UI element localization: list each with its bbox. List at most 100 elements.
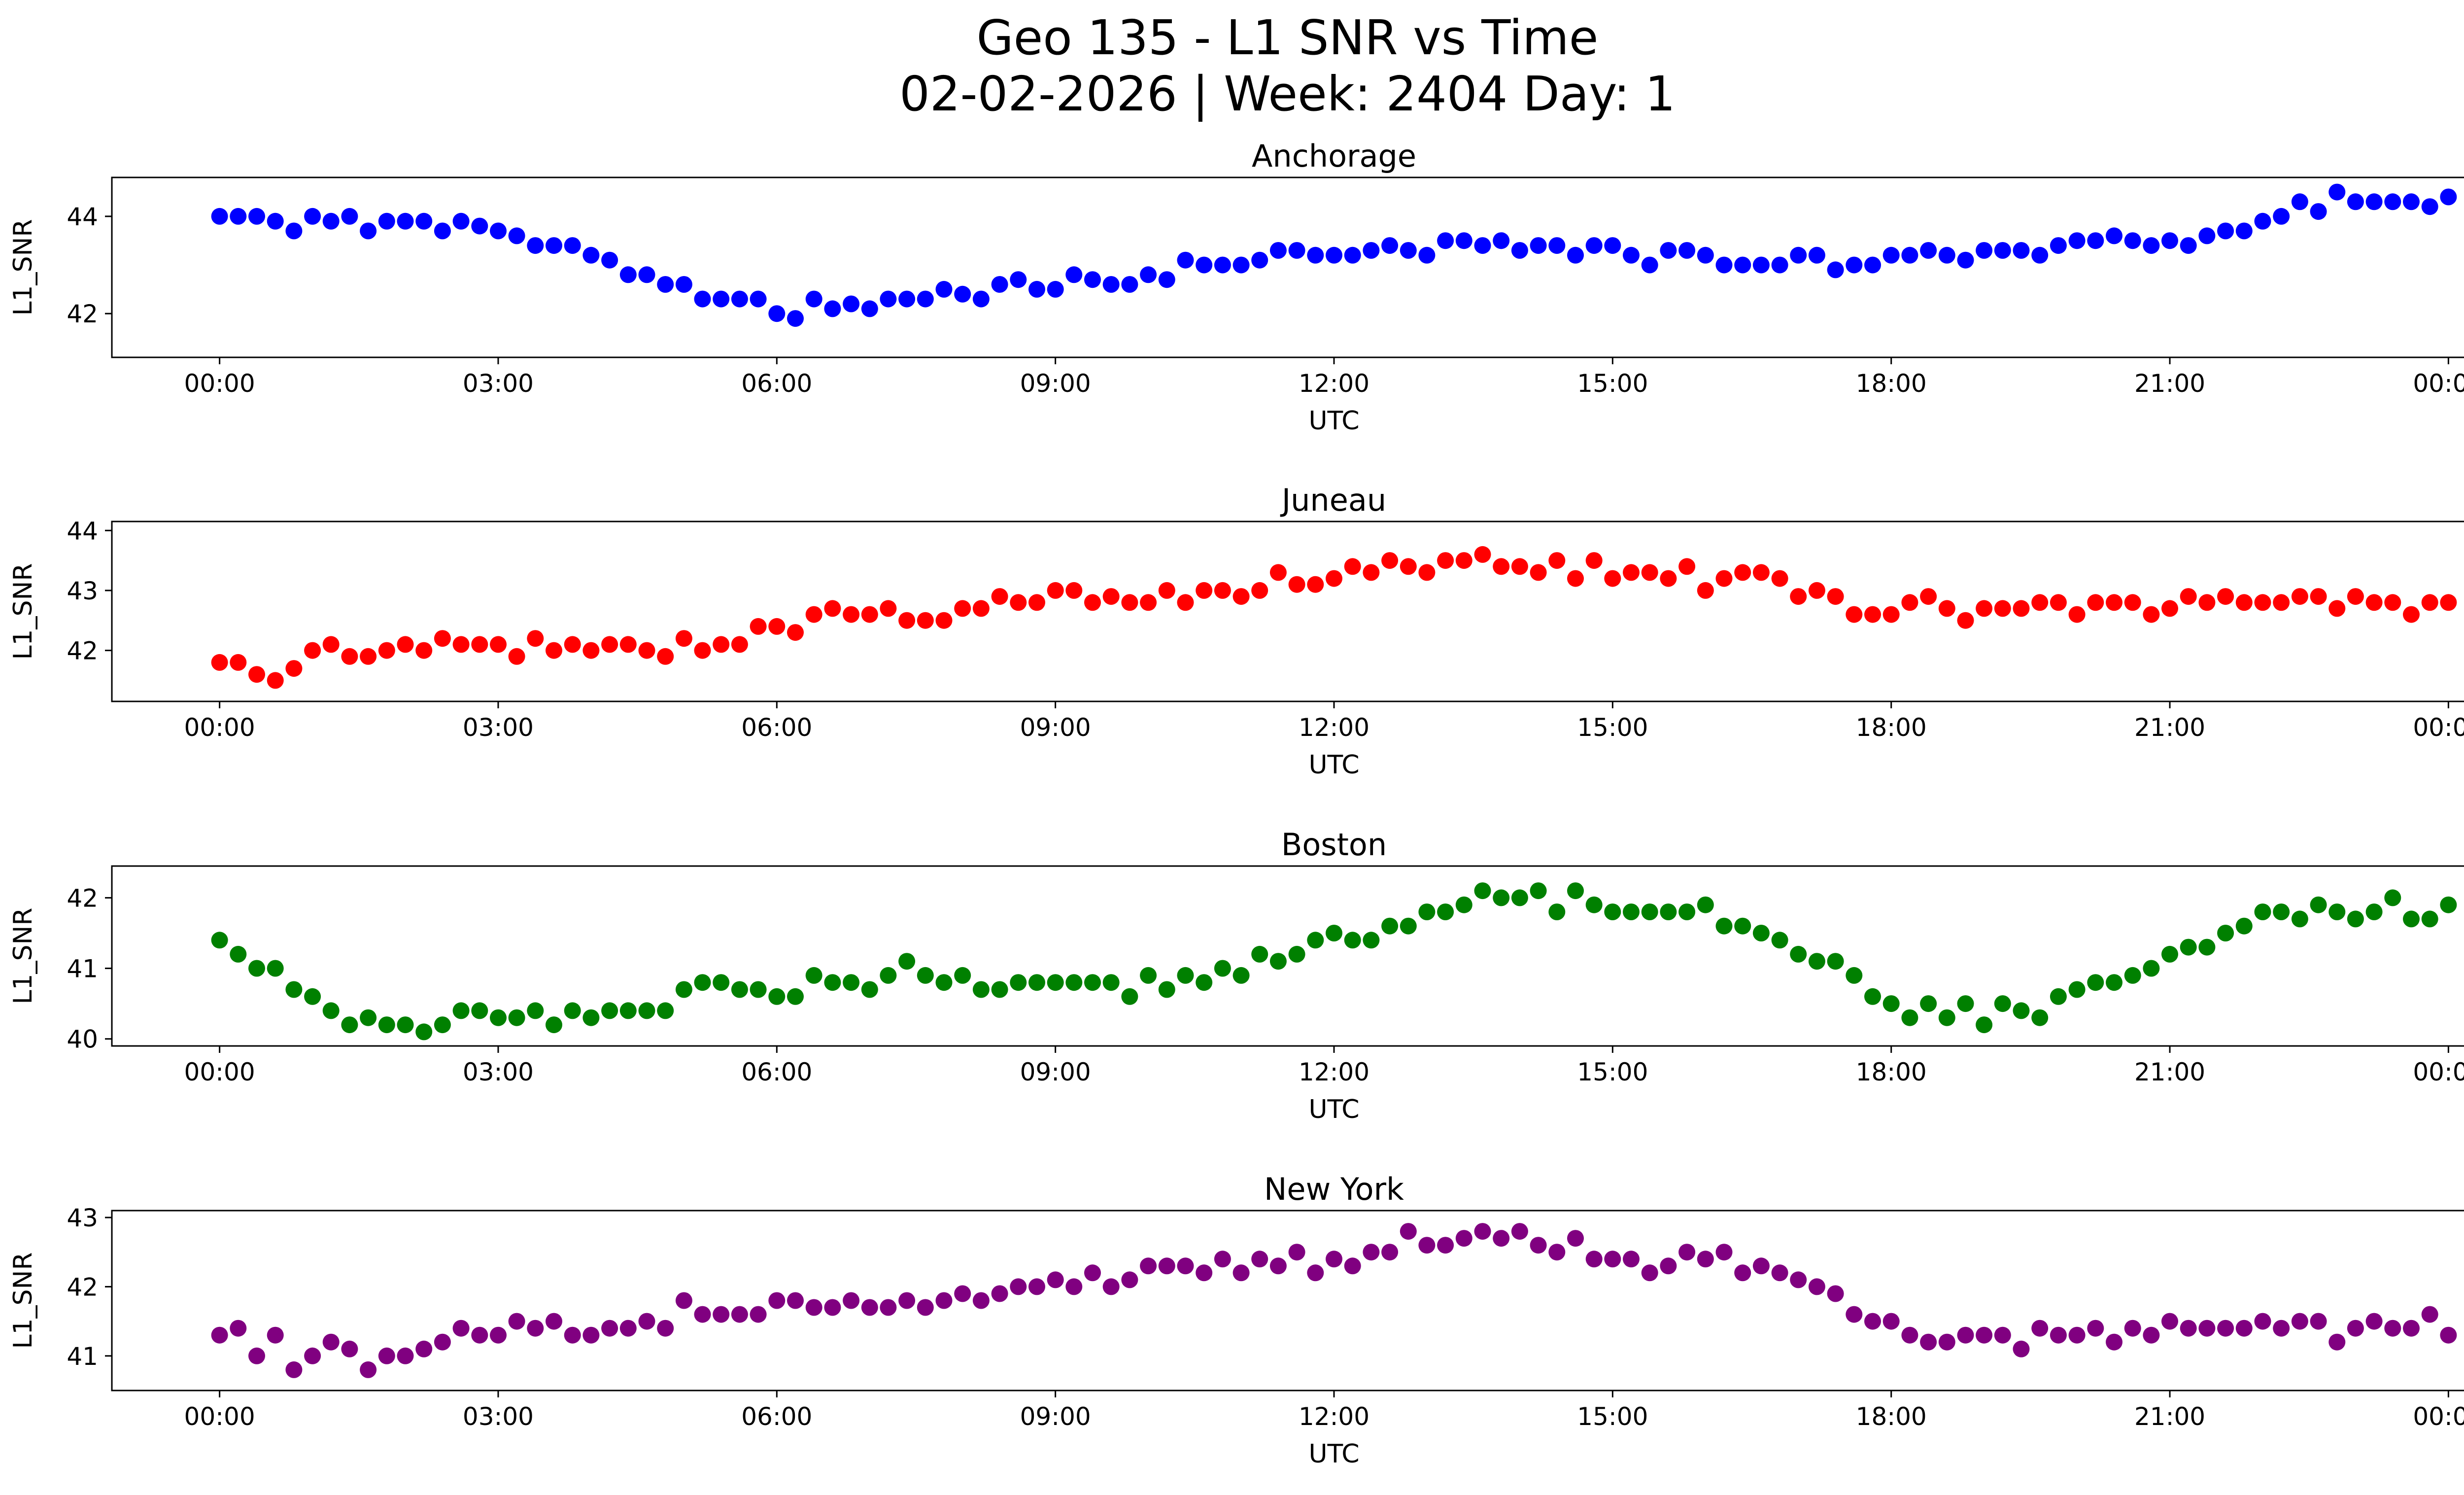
data-point (341, 1340, 358, 1357)
data-point (304, 208, 321, 225)
data-point (1604, 1251, 1621, 1268)
data-point (2124, 1320, 2141, 1337)
data-point (1734, 1264, 1751, 1282)
data-point (508, 1313, 525, 1330)
data-point (434, 1016, 451, 1034)
data-point (675, 1292, 692, 1309)
data-point (954, 1285, 971, 1302)
data-point (1474, 237, 1491, 254)
data-point (843, 295, 860, 313)
data-point (1548, 1244, 1566, 1261)
data-point (1938, 1333, 1955, 1351)
data-point (1232, 256, 1250, 274)
data-point (1251, 251, 1268, 269)
subplot-title-boston: Boston (1281, 827, 1387, 863)
data-point (1697, 246, 1714, 264)
data-point (1623, 246, 1640, 264)
data-point (1437, 904, 1454, 920)
data-point (2291, 193, 2308, 210)
data-point (471, 1002, 488, 1019)
data-point (1326, 925, 1342, 941)
x-tick-label: 00:00 (2413, 1058, 2464, 1086)
data-point (1065, 582, 1083, 599)
x-tick-label: 09:00 (1020, 1058, 1091, 1086)
data-point (1901, 1009, 1918, 1026)
data-point (1920, 588, 1937, 605)
data-point (2365, 594, 2383, 611)
data-point (1697, 896, 1714, 913)
data-point (267, 1326, 284, 1344)
data-point (564, 1326, 581, 1344)
y-tick-label: 42 (67, 1273, 98, 1301)
data-point (787, 988, 804, 1005)
subplot-boston: Boston 00:00 03:00 06:00 09:00 12:00 15:00 18:0… (8, 827, 2464, 1124)
data-point (490, 1009, 507, 1026)
data-point (2050, 1326, 2067, 1344)
x-tick-label: 18:00 (1856, 713, 1927, 742)
data-point (2161, 232, 2178, 249)
data-point (787, 310, 804, 327)
data-point (731, 636, 748, 653)
data-point (2198, 1320, 2216, 1337)
data-point (1307, 1264, 1324, 1282)
data-point (2068, 981, 2086, 998)
data-point (2421, 910, 2438, 928)
data-point (768, 618, 786, 635)
data-point (1585, 552, 1603, 569)
y-tick-label: 42 (67, 637, 98, 665)
data-point (2273, 208, 2290, 225)
data-point (1623, 1251, 1640, 1268)
data-point (2013, 1340, 2030, 1357)
data-point (1548, 552, 1566, 569)
data-point (880, 600, 897, 617)
data-point (2031, 1320, 2049, 1337)
data-point (1084, 1264, 1101, 1282)
x-tick-label: 03:00 (463, 369, 534, 398)
data-point (1901, 594, 1918, 611)
data-point (1604, 904, 1621, 920)
data-point (1158, 271, 1175, 288)
x-tick-label: 21:00 (2134, 1402, 2205, 1431)
data-point (1177, 251, 1194, 269)
data-point (2384, 193, 2401, 210)
data-point (843, 1292, 860, 1309)
data-point (1381, 552, 1399, 569)
data-point (1585, 237, 1603, 254)
data-point (694, 642, 711, 659)
data-point (1604, 237, 1621, 254)
data-point (285, 660, 303, 677)
data-point (843, 974, 860, 991)
data-point (508, 227, 525, 244)
data-point (378, 212, 395, 230)
data-point (2310, 203, 2327, 220)
data-point (415, 1023, 433, 1041)
data-point (1660, 570, 1677, 587)
data-point (601, 1320, 618, 1337)
data-point (1047, 280, 1064, 298)
data-point (1400, 558, 1417, 575)
data-point (1808, 1278, 1825, 1295)
data-point (2161, 600, 2178, 617)
data-point (1269, 1257, 1287, 1275)
data-point (211, 208, 228, 225)
data-point (1214, 582, 1231, 599)
data-point (2365, 193, 2383, 210)
data-point (2180, 939, 2197, 956)
data-point (1752, 925, 1770, 941)
data-point (397, 636, 414, 653)
data-point (2440, 188, 2457, 206)
data-point (434, 1333, 451, 1351)
y-tick-label: 43 (67, 1204, 98, 1232)
data-point (2087, 594, 2104, 611)
data-point (1567, 1230, 1584, 1247)
data-point (1084, 974, 1101, 991)
x-tick-label: 15:00 (1577, 1402, 1648, 1431)
y-tick-label: 41 (67, 1342, 98, 1371)
data-point (1437, 1237, 1454, 1254)
data-point (1827, 953, 1844, 970)
data-point (880, 1299, 897, 1316)
data-point (713, 1306, 730, 1323)
y-axis-label: L1_SNR (8, 907, 38, 1004)
data-point (1474, 546, 1491, 563)
data-point (1864, 988, 1881, 1005)
